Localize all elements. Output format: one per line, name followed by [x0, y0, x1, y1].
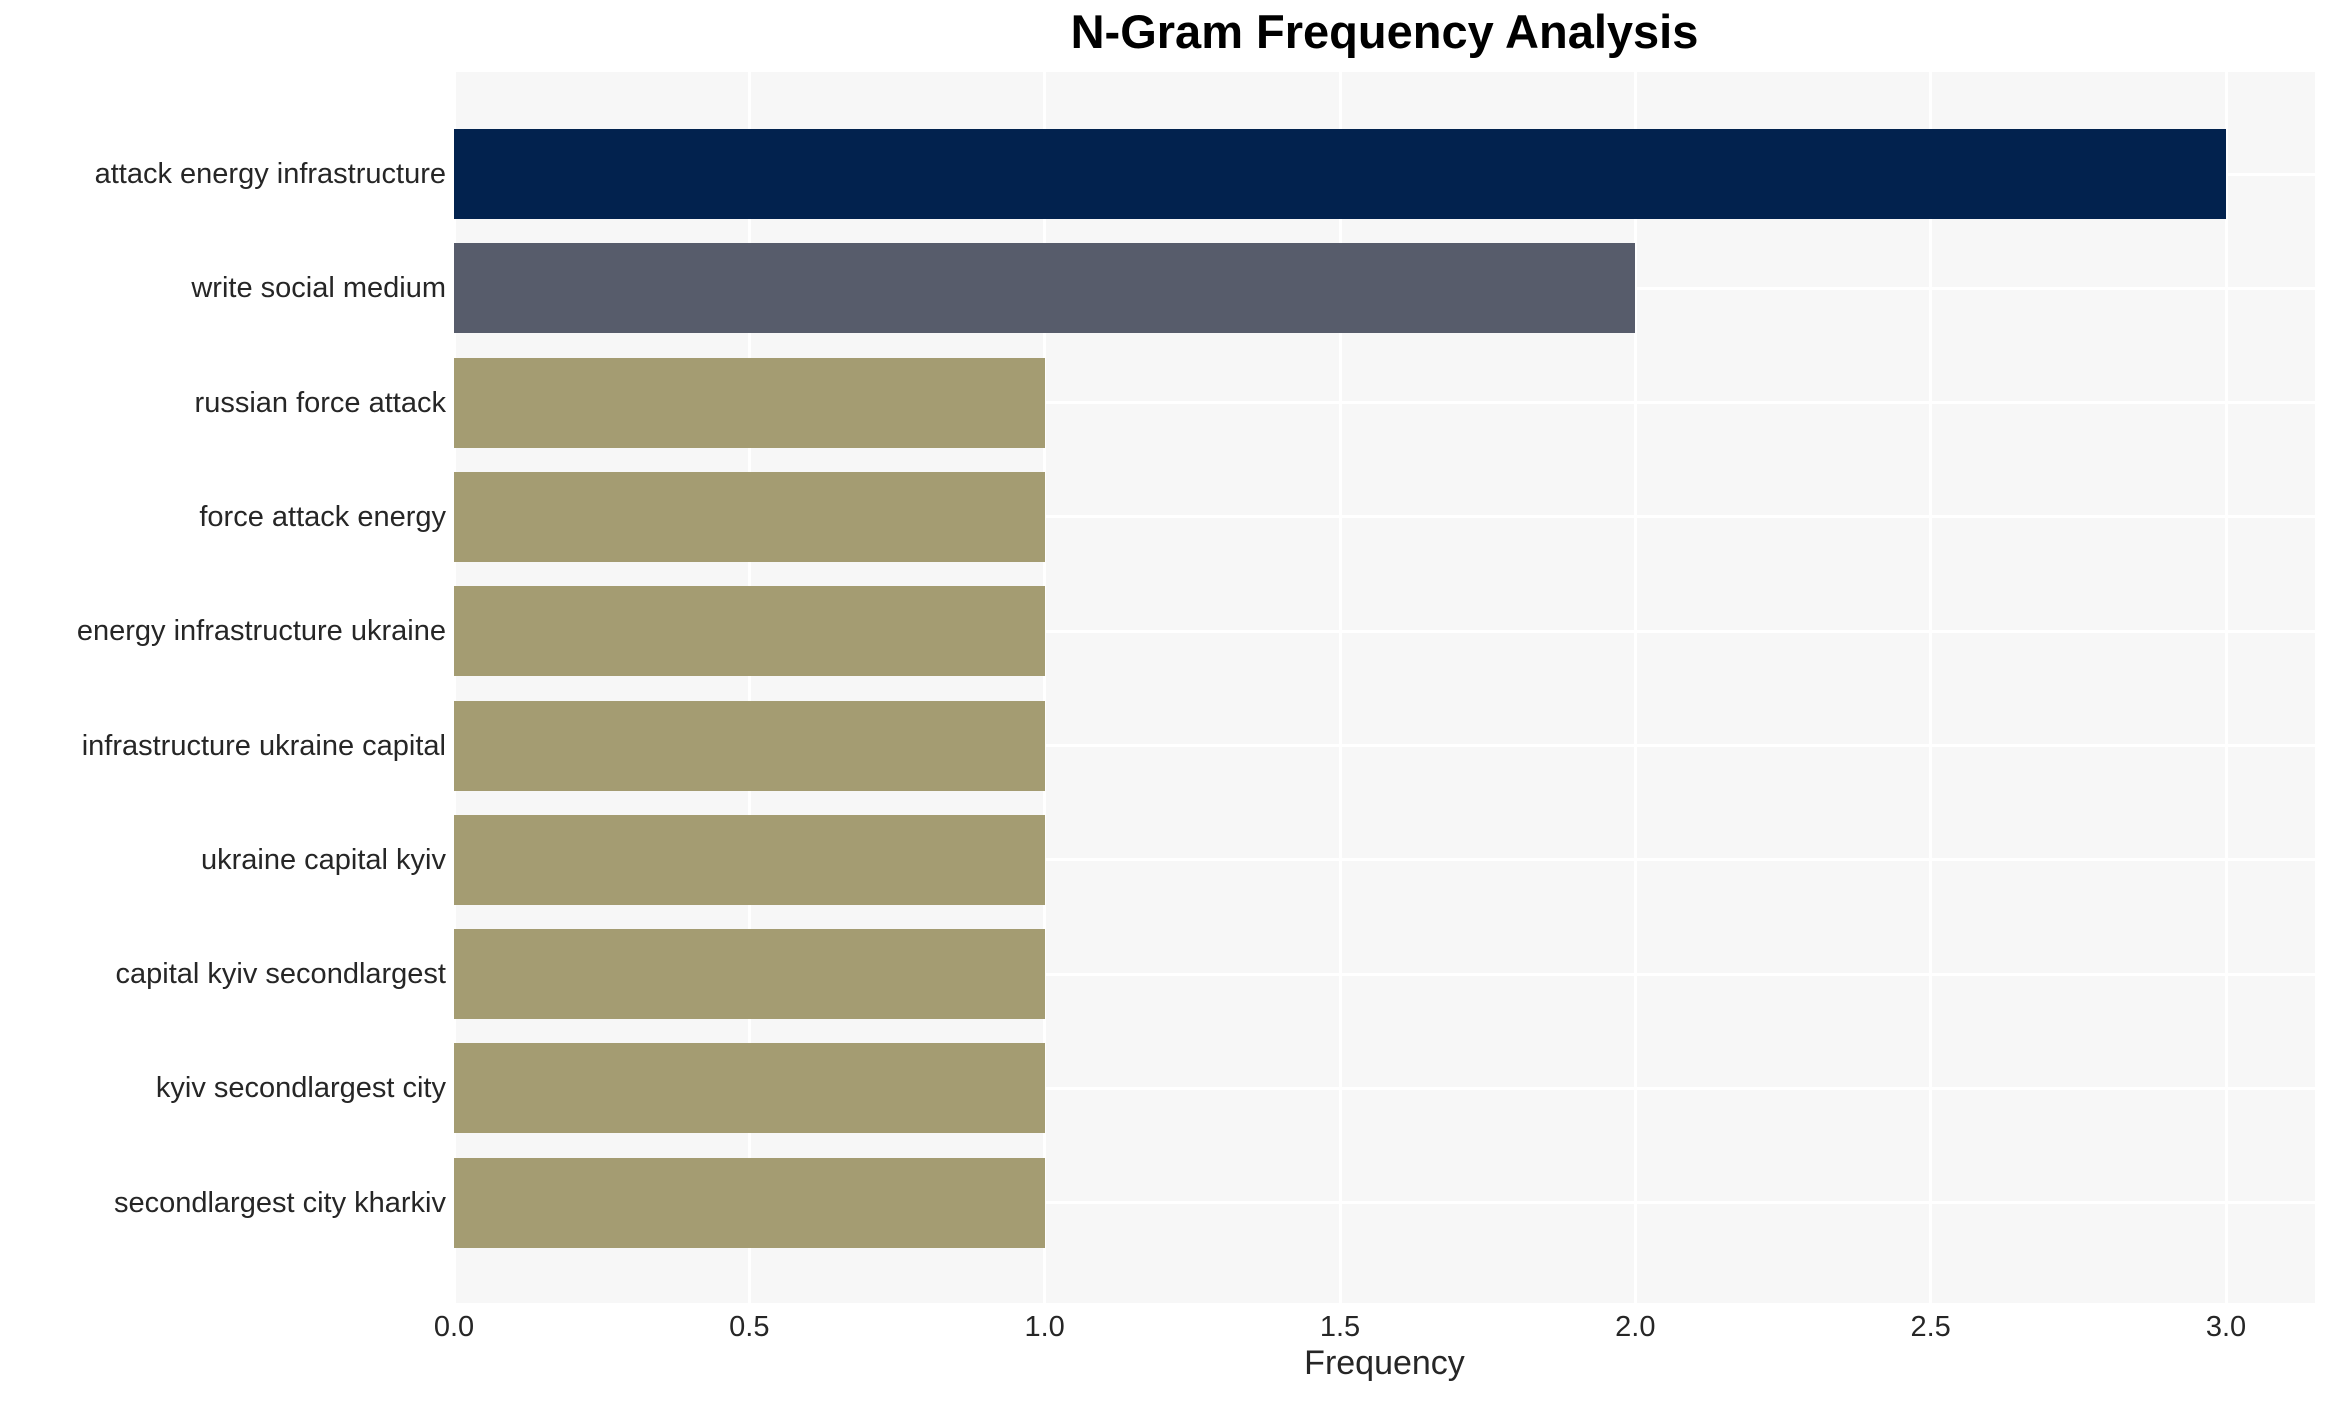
- bar-infrastructure-ukraine-capital: [454, 700, 1045, 791]
- x-tick-label: 1.5: [1319, 1311, 1361, 1343]
- bar-kyiv-secondlargest-city: [454, 1043, 1045, 1134]
- chart-title: N-Gram Frequency Analysis: [1070, 5, 1699, 58]
- x-tick-label: 0.0: [433, 1311, 475, 1343]
- bar-russian-force-attack: [454, 357, 1045, 448]
- gridline-horizontal: [454, 858, 2315, 862]
- bar-force-attack-energy: [454, 471, 1045, 562]
- gridline-horizontal: [454, 629, 2315, 633]
- x-tick-label: 0.5: [729, 1311, 770, 1343]
- y-tick-label: energy infrastructure ukraine: [76, 615, 446, 648]
- bar-attack-energy-infrastructure: [454, 129, 2226, 219]
- x-tick-label: 1.0: [1024, 1311, 1065, 1343]
- gridline-horizontal: [454, 515, 2315, 519]
- x-axis-title: Frequency: [1304, 1344, 1465, 1382]
- gridline-vertical: [1633, 72, 1637, 1303]
- bar-write-social-medium: [454, 243, 1636, 334]
- gridline-horizontal: [454, 972, 2315, 976]
- gridline-horizontal: [454, 744, 2315, 747]
- x-tick-label: 3.0: [2205, 1311, 2247, 1343]
- y-tick-label: infrastructure ukraine capital: [81, 729, 446, 762]
- gridline-horizontal: [454, 1086, 2315, 1090]
- gridline-horizontal: [454, 401, 2315, 405]
- gridline-vertical: [1338, 72, 1342, 1303]
- bar-secondlargest-city-kharkiv: [454, 1157, 1045, 1248]
- y-tick-label: ukraine capital kyiv: [201, 843, 446, 876]
- bar-ukraine-capital-kyiv: [454, 814, 1045, 905]
- gridline-vertical: [1929, 72, 1933, 1303]
- y-tick-label: russian force attack: [194, 386, 446, 419]
- y-tick-label: kyiv secondlargest city: [155, 1072, 446, 1105]
- y-tick-label: write social medium: [191, 272, 446, 305]
- plot-area: [454, 72, 2315, 1303]
- gridline-vertical: [454, 72, 456, 1303]
- y-tick-label: force attack energy: [199, 500, 446, 533]
- y-tick-label: secondlargest city kharkiv: [113, 1186, 446, 1219]
- gridline-vertical: [2224, 72, 2228, 1303]
- gridline-vertical: [1043, 72, 1047, 1303]
- x-tick-label: 2.0: [1615, 1311, 1656, 1343]
- bar-capital-kyiv-secondlargest: [454, 929, 1045, 1020]
- y-tick-label: attack energy infrastructure: [94, 158, 446, 190]
- gridline-vertical: [747, 72, 751, 1303]
- x-tick-label: 2.5: [1910, 1311, 1951, 1343]
- gridline-horizontal: [454, 1201, 2315, 1205]
- y-tick-label: capital kyiv secondlargest: [115, 958, 446, 991]
- bar-energy-infrastructure-ukraine: [454, 586, 1045, 677]
